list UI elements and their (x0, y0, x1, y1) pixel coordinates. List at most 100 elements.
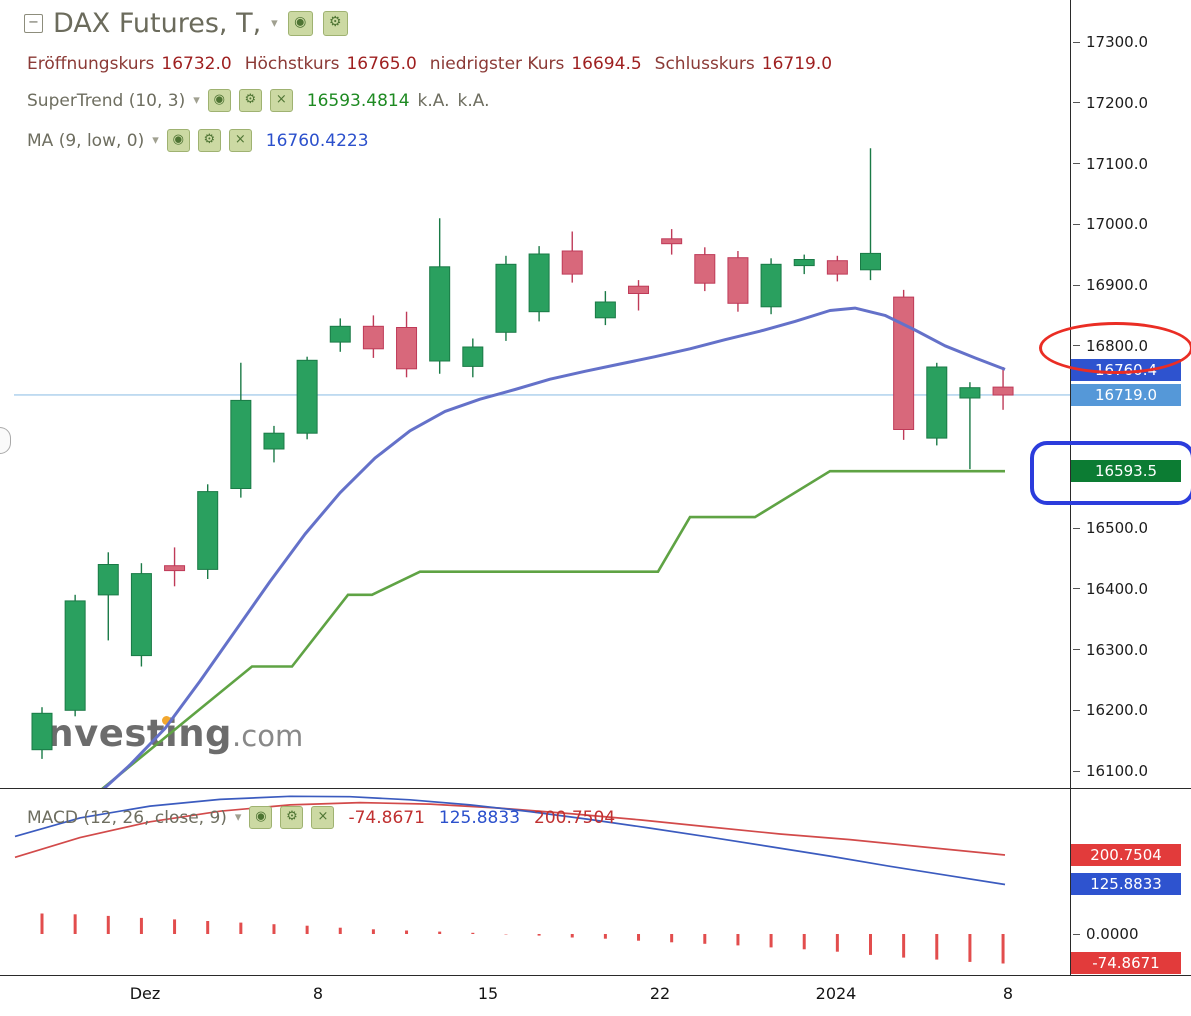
candle-body (992, 386, 1014, 396)
remove-indicator-icon[interactable]: × (269, 89, 293, 112)
supertrend-name[interactable]: SuperTrend (10, 3) (27, 90, 186, 111)
price-axis-tick: 16400.0 (1073, 580, 1148, 598)
high-value: 16765.0 (346, 54, 417, 74)
candle-body (594, 301, 616, 319)
high-label: Höchstkurs (244, 54, 340, 74)
candle-body (628, 285, 650, 295)
macd-axis-zero-label: 0.0000 (1073, 925, 1139, 943)
candle-body (760, 263, 782, 308)
candle-body (661, 238, 683, 245)
candle-body (793, 259, 815, 267)
macd-histogram-value: -74.8671 (348, 807, 425, 828)
visibility-eye-icon[interactable]: ◉ (207, 89, 231, 112)
candle-body (429, 266, 451, 362)
price-axis-tick: 16100.0 (1073, 762, 1148, 780)
candle-body (230, 399, 252, 489)
time-axis-label: 15 (477, 984, 499, 1003)
supertrend-value: 16593.4814 (306, 90, 410, 111)
symbol-header-row: − DAX Futures, T, ▾ ◉ ⚙ (24, 8, 348, 39)
macd-signal-value: 200.7504 (534, 807, 616, 828)
candle-body (164, 565, 186, 572)
candle-body (64, 600, 86, 711)
candle-body (197, 491, 219, 570)
time-axis-label: Dez (129, 984, 161, 1003)
open-value: 16732.0 (161, 54, 232, 74)
macd-line-value: 125.8833 (438, 807, 521, 828)
settings-gear-icon[interactable]: ⚙ (238, 89, 262, 112)
collapse-panel-button[interactable]: − (24, 14, 43, 33)
ma-value: 16760.4223 (265, 130, 369, 151)
ohlc-readout-row: Eröffnungskurs 16732.0 Höchstkurs 16765.… (27, 54, 838, 74)
chevron-down-icon[interactable]: ▾ (152, 133, 159, 148)
candle-body (130, 573, 152, 657)
time-axis-label: 22 (649, 984, 671, 1003)
settings-gear-icon[interactable]: ⚙ (280, 806, 304, 829)
macd-axis-label: -74.8671 (1071, 952, 1181, 975)
current-price-label: 16719.0 (1071, 383, 1181, 406)
watermark-suffix: .com (232, 719, 304, 753)
price-chart-canvas[interactable] (0, 0, 1070, 788)
remove-indicator-icon[interactable]: × (311, 806, 335, 829)
candlesticks (31, 148, 1014, 759)
low-label: niedrigster Kurs (429, 54, 565, 74)
macd-axis-label: 200.7504 (1071, 844, 1181, 866)
macd-main-line (14, 795, 1006, 886)
blue-rect-annotation[interactable] (1030, 441, 1191, 505)
macd-chart-canvas[interactable] (0, 788, 1070, 975)
supertrend-line (101, 469, 1005, 788)
price-axis-tick: 16900.0 (1073, 276, 1148, 294)
ma-name[interactable]: MA (9, low, 0) (27, 130, 145, 151)
supertrend-na-2: k.A. (457, 90, 490, 111)
candle-body (694, 254, 716, 284)
candle-body (31, 712, 53, 751)
time-axis-label: 8 (312, 984, 324, 1003)
visibility-eye-icon[interactable]: ◉ (287, 11, 313, 36)
candle-body (396, 327, 418, 370)
investing-watermark: Investing.com (33, 712, 303, 755)
red-ellipse-annotation[interactable] (1039, 322, 1191, 374)
watermark-brand: Investing (33, 712, 233, 755)
candle-body (296, 359, 318, 434)
chevron-down-icon[interactable]: ▾ (193, 93, 200, 108)
candle-body (528, 253, 550, 313)
settings-gear-icon[interactable]: ⚙ (322, 11, 348, 36)
time-axis-divider (0, 975, 1191, 976)
chevron-down-icon[interactable]: ▾ (271, 16, 278, 31)
price-axis-tick: 17000.0 (1073, 215, 1148, 233)
watermark-orange-dot-icon (162, 716, 171, 725)
macd-name[interactable]: MACD (12, 26, close, 9) (27, 807, 227, 828)
supertrend-na-1: k.A. (417, 90, 450, 111)
close-label: Schlusskurs (654, 54, 755, 74)
candle-body (462, 346, 484, 367)
price-axis-tick: 17200.0 (1073, 94, 1148, 112)
indicator-row-supertrend: SuperTrend (10, 3) ▾ ◉ ⚙ × 16593.4814 k.… (27, 89, 490, 112)
low-value: 16694.5 (571, 54, 642, 74)
chevron-down-icon[interactable]: ▾ (234, 810, 242, 825)
ma-line (102, 306, 1006, 788)
price-axis-tick: 16500.0 (1073, 519, 1148, 537)
time-axis-label: 8 (1002, 984, 1014, 1003)
indicator-row-ma: MA (9, low, 0) ▾ ◉ ⚙ × 16760.4223 (27, 129, 369, 152)
candle-body (263, 432, 285, 450)
macd-histogram (40, 913, 1005, 964)
price-axis-tick: 17100.0 (1073, 155, 1148, 173)
candle-body (860, 252, 881, 271)
candle-body (727, 257, 749, 304)
open-label: Eröffnungskurs (27, 54, 155, 74)
indicator-row-macd: MACD (12, 26, close, 9) ▾ ◉ ⚙ × -74.8671… (27, 806, 615, 829)
visibility-eye-icon[interactable]: ◉ (249, 806, 273, 829)
symbol-title[interactable]: DAX Futures, T, (53, 8, 262, 39)
candle-body (561, 250, 583, 275)
candle-body (959, 387, 981, 399)
close-value: 16719.0 (761, 54, 833, 74)
panel-divider[interactable] (0, 788, 1191, 789)
candle-body (826, 260, 848, 275)
price-axis-tick: 17300.0 (1073, 33, 1148, 51)
candle-body (329, 325, 351, 343)
macd-axis-label: 125.8833 (1071, 873, 1181, 896)
candle-body (97, 564, 119, 596)
remove-indicator-icon[interactable]: × (228, 129, 252, 152)
visibility-eye-icon[interactable]: ◉ (166, 129, 190, 152)
candle-body (926, 366, 948, 439)
settings-gear-icon[interactable]: ⚙ (197, 129, 221, 152)
